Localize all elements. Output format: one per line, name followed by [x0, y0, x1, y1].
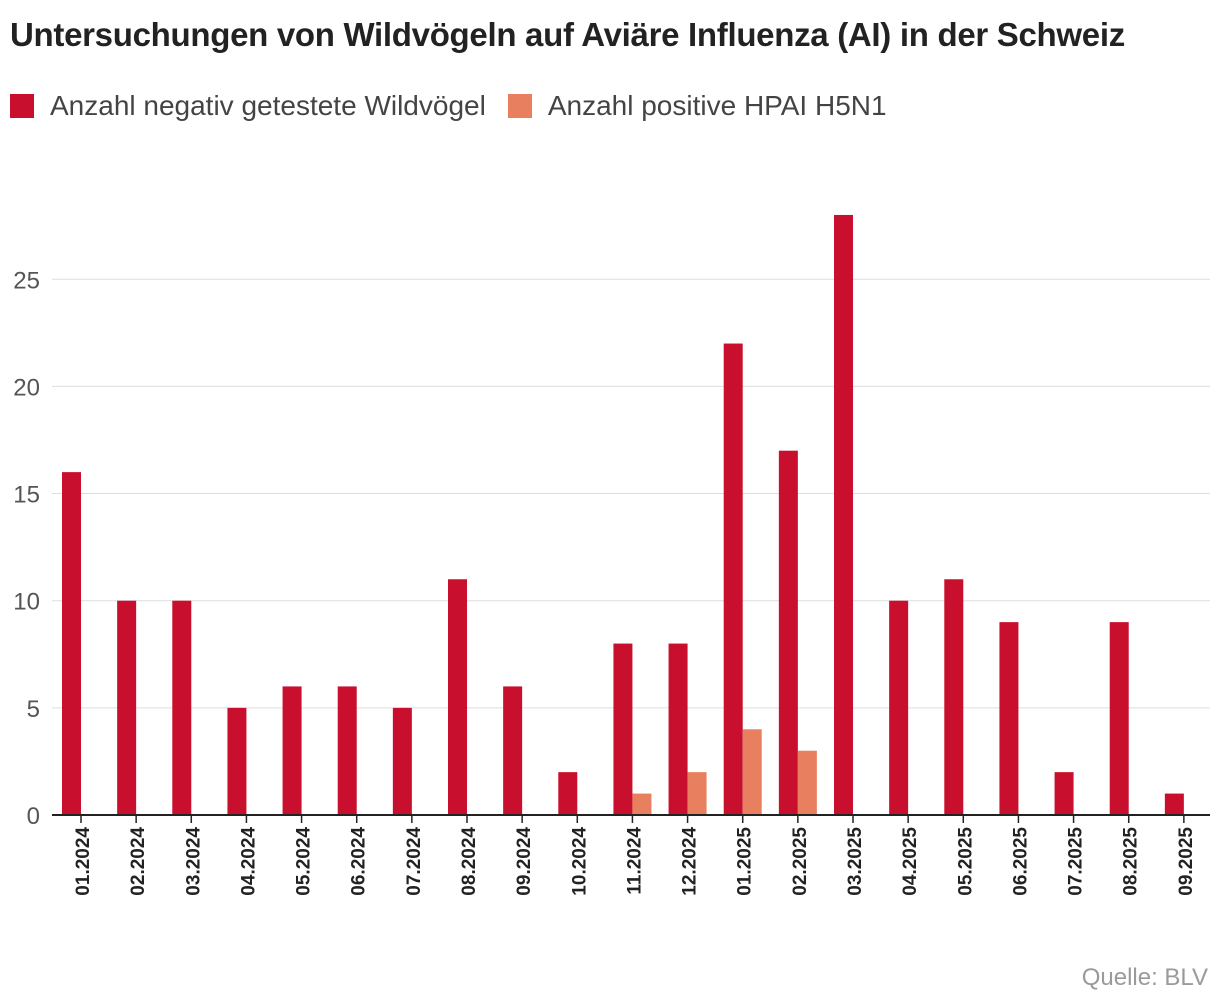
x-tick-label: 09.2025: [1176, 827, 1197, 896]
bar-positive: [742, 729, 762, 815]
x-tick-label: 06.2025: [1010, 827, 1031, 896]
legend-label-negative: Anzahl negativ getestete Wildvögel: [50, 90, 486, 121]
legend: Anzahl negativ getestete Wildvögel Anzah…: [10, 90, 909, 122]
x-tick-label: 12.2024: [680, 827, 701, 896]
x-tick-label: 02.2024: [128, 827, 149, 896]
bar-negative: [392, 707, 412, 815]
bar-negative: [448, 579, 467, 815]
y-tick-label: 15: [13, 482, 40, 509]
source-note: Quelle: BLV: [1081, 964, 1208, 991]
x-tick-label: 08.2024: [459, 827, 480, 896]
x-tick-label: 07.2025: [1066, 827, 1087, 896]
x-tick-label: 06.2024: [349, 827, 370, 896]
bar-negative: [117, 600, 137, 815]
chart-title: Untersuchungen von Wildvögeln auf Aviäre…: [10, 16, 1125, 53]
bar-negative: [172, 600, 192, 815]
y-tick-label: 20: [13, 374, 40, 401]
x-tick-label: 10.2024: [569, 827, 590, 896]
x-tick-label: 05.2024: [294, 827, 315, 896]
bar-negative: [778, 450, 798, 815]
x-tick-label: 09.2024: [514, 827, 535, 896]
bar-positive: [687, 772, 707, 815]
legend-swatch-negative: [10, 94, 34, 118]
x-tick-label: 04.2024: [238, 827, 259, 896]
bar-negative: [558, 772, 578, 815]
y-tick-label: 0: [27, 803, 40, 830]
bar-positive: [632, 793, 652, 815]
bar-negative: [227, 707, 247, 815]
x-tick-label: 04.2025: [900, 827, 921, 896]
bar-negative: [668, 643, 688, 815]
bar-negative: [1054, 772, 1074, 815]
legend-item-positive: Anzahl positive HPAI H5N1: [507, 90, 887, 122]
x-tick-label: 01.2024: [73, 827, 94, 896]
legend-label-positive: Anzahl positive HPAI H5N1: [547, 90, 887, 121]
x-tick-label: 03.2025: [845, 827, 866, 896]
bar-negative: [723, 343, 743, 815]
x-tick-label: 07.2024: [404, 827, 425, 896]
x-tick-label: 05.2025: [955, 827, 976, 896]
bar-negative: [1164, 793, 1184, 815]
x-tick-label: 08.2025: [1121, 827, 1142, 896]
bar-negative: [944, 579, 964, 815]
bar-negative: [889, 600, 909, 815]
bar-negative: [999, 622, 1019, 815]
bar-negative: [613, 643, 633, 815]
bar-negative: [834, 214, 853, 815]
y-tick-label: 25: [13, 267, 40, 294]
bar-negative: [1109, 622, 1129, 815]
x-tick-label: 02.2025: [790, 827, 811, 896]
x-tick-label: 11.2024: [624, 827, 645, 895]
legend-item-negative: Anzahl negativ getestete Wildvögel: [10, 90, 486, 122]
y-tick-label: 5: [27, 696, 40, 723]
bar-positive: [797, 750, 817, 815]
x-tick-label: 01.2025: [735, 827, 756, 896]
y-tick-label: 10: [13, 589, 40, 616]
bar-negative: [337, 686, 357, 815]
bar-negative: [62, 472, 81, 815]
bar-negative: [503, 686, 523, 815]
bar-negative: [282, 686, 302, 815]
x-tick-label: 03.2024: [183, 827, 204, 896]
legend-swatch-positive: [507, 94, 532, 118]
